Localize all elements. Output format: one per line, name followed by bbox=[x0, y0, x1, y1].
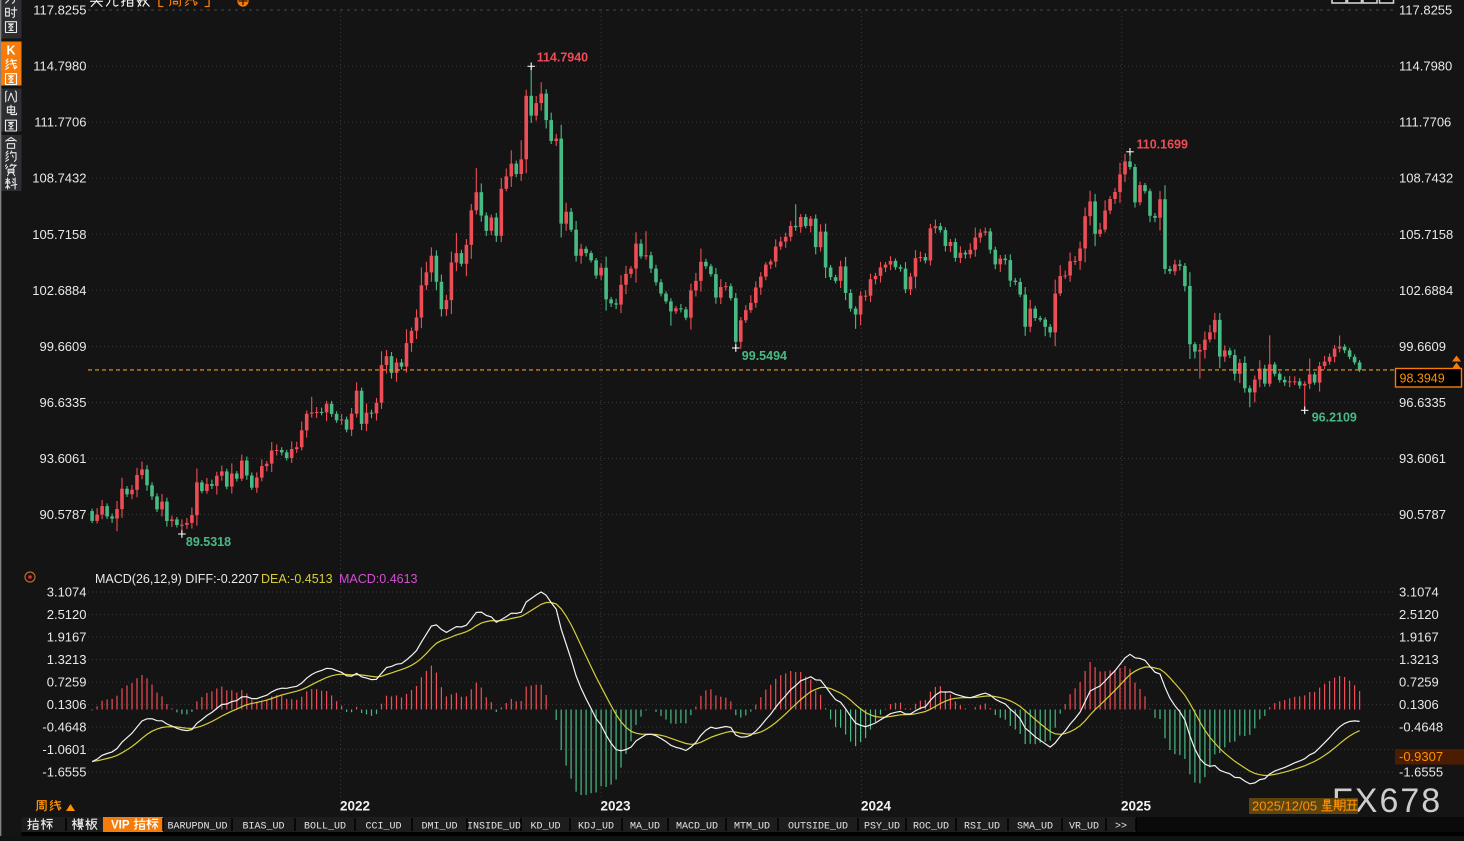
svg-text:CCI_UD: CCI_UD bbox=[365, 822, 401, 833]
svg-text:93.6061: 93.6061 bbox=[40, 451, 87, 466]
svg-text:90.5787: 90.5787 bbox=[40, 507, 87, 522]
svg-text:-0.9307: -0.9307 bbox=[1399, 749, 1443, 764]
svg-text:93.6061: 93.6061 bbox=[1399, 451, 1446, 466]
svg-text:RSI_UD: RSI_UD bbox=[964, 822, 1000, 833]
svg-text:DEA:-0.4513: DEA:-0.4513 bbox=[261, 572, 333, 586]
svg-text:2.5120: 2.5120 bbox=[47, 607, 87, 622]
svg-text:-1.6555: -1.6555 bbox=[1399, 765, 1443, 780]
svg-text:2024: 2024 bbox=[861, 799, 892, 814]
svg-text:MACD(26,12,9) DIFF:-0.2207: MACD(26,12,9) DIFF:-0.2207 bbox=[95, 572, 259, 586]
svg-text:2025: 2025 bbox=[1121, 799, 1152, 814]
svg-text:-1.6555: -1.6555 bbox=[42, 765, 86, 780]
svg-text:111.7706: 111.7706 bbox=[1399, 115, 1451, 130]
svg-text:OUTSIDE_UD: OUTSIDE_UD bbox=[788, 822, 848, 833]
svg-text:>>: >> bbox=[1115, 822, 1127, 833]
svg-text:110.1699: 110.1699 bbox=[1137, 138, 1188, 152]
svg-text:105.7158: 105.7158 bbox=[32, 227, 86, 242]
svg-text:2023: 2023 bbox=[600, 799, 631, 814]
svg-text:1.3213: 1.3213 bbox=[47, 652, 87, 667]
svg-text:96.2109: 96.2109 bbox=[1312, 411, 1357, 425]
svg-text:-1.0601: -1.0601 bbox=[42, 742, 86, 757]
svg-text:DMI_UD: DMI_UD bbox=[421, 822, 457, 833]
svg-text:108.7432: 108.7432 bbox=[32, 171, 86, 186]
svg-text:-0.4648: -0.4648 bbox=[1399, 720, 1443, 735]
svg-text:114.7980: 114.7980 bbox=[1399, 59, 1452, 74]
svg-text:98.3949: 98.3949 bbox=[1400, 372, 1445, 386]
svg-text:MACD_UD: MACD_UD bbox=[676, 822, 718, 833]
svg-text:KDJ_UD: KDJ_UD bbox=[578, 822, 614, 833]
svg-text:99.6609: 99.6609 bbox=[40, 339, 87, 354]
svg-text:108.7432: 108.7432 bbox=[1399, 171, 1453, 186]
svg-text:111.7706: 111.7706 bbox=[34, 115, 86, 130]
svg-text:K: K bbox=[6, 44, 15, 58]
svg-text:102.6884: 102.6884 bbox=[32, 283, 86, 298]
svg-text:0.1306: 0.1306 bbox=[1399, 697, 1439, 712]
svg-text:BOLL_UD: BOLL_UD bbox=[304, 822, 346, 833]
svg-text:BARUPDN_UD: BARUPDN_UD bbox=[167, 822, 227, 833]
svg-text:96.6335: 96.6335 bbox=[40, 395, 87, 410]
svg-text:2025/12/05: 2025/12/05 bbox=[1252, 799, 1317, 814]
svg-text:3.1074: 3.1074 bbox=[47, 585, 87, 600]
svg-text:1.9167: 1.9167 bbox=[1399, 630, 1439, 645]
svg-text:99.6609: 99.6609 bbox=[1399, 339, 1446, 354]
svg-text:114.7940: 114.7940 bbox=[537, 51, 588, 65]
svg-text:KD_UD: KD_UD bbox=[530, 822, 560, 833]
svg-text:117.8255: 117.8255 bbox=[33, 3, 86, 18]
svg-text:1.9167: 1.9167 bbox=[47, 630, 87, 645]
svg-text:-0.4648: -0.4648 bbox=[42, 720, 86, 735]
svg-text:MA_UD: MA_UD bbox=[630, 822, 660, 833]
svg-text:ROC_UD: ROC_UD bbox=[913, 822, 949, 833]
svg-text:SMA_UD: SMA_UD bbox=[1017, 822, 1053, 833]
svg-text:MTM_UD: MTM_UD bbox=[734, 822, 770, 833]
svg-text:96.6335: 96.6335 bbox=[1399, 395, 1446, 410]
svg-text:90.5787: 90.5787 bbox=[1399, 507, 1446, 522]
svg-text:89.5318: 89.5318 bbox=[186, 535, 231, 549]
svg-text:102.6884: 102.6884 bbox=[1399, 283, 1453, 298]
svg-text:INSIDE_UD: INSIDE_UD bbox=[467, 822, 521, 833]
svg-text:105.7158: 105.7158 bbox=[1399, 227, 1453, 242]
svg-text:PSY_UD: PSY_UD bbox=[864, 822, 900, 833]
svg-text:MACD:0.4613: MACD:0.4613 bbox=[339, 572, 418, 586]
svg-text:114.7980: 114.7980 bbox=[33, 59, 86, 74]
svg-text:99.5494: 99.5494 bbox=[742, 349, 787, 363]
svg-text:117.8255: 117.8255 bbox=[1399, 3, 1452, 18]
svg-text:VIP: VIP bbox=[111, 820, 130, 832]
svg-text:0.7259: 0.7259 bbox=[47, 675, 87, 690]
svg-text:1.3213: 1.3213 bbox=[1399, 652, 1439, 667]
svg-text:VR_UD: VR_UD bbox=[1069, 822, 1099, 833]
svg-text:3.1074: 3.1074 bbox=[1399, 585, 1439, 600]
svg-text:0.1306: 0.1306 bbox=[47, 697, 87, 712]
svg-text:2.5120: 2.5120 bbox=[1399, 607, 1439, 622]
svg-text:2022: 2022 bbox=[340, 799, 370, 814]
svg-text:0.7259: 0.7259 bbox=[1399, 675, 1439, 690]
svg-text:BIAS_UD: BIAS_UD bbox=[242, 822, 284, 833]
